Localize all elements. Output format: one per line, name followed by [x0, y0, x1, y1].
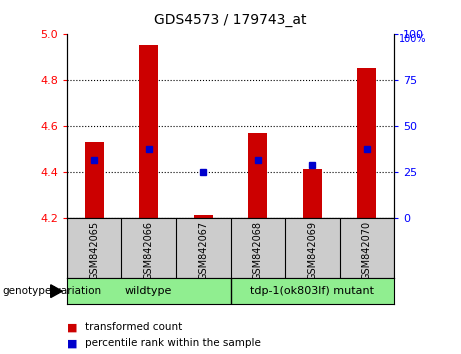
- Bar: [357, 68, 377, 218]
- Text: percentile rank within the sample: percentile rank within the sample: [85, 338, 261, 348]
- Bar: [84, 142, 104, 218]
- Text: genotype/variation: genotype/variation: [2, 286, 101, 296]
- Text: GDS4573 / 179743_at: GDS4573 / 179743_at: [154, 12, 307, 27]
- Text: GSM842065: GSM842065: [89, 221, 99, 280]
- Text: wildtype: wildtype: [125, 286, 172, 296]
- Bar: [248, 132, 267, 218]
- Text: GSM842068: GSM842068: [253, 221, 263, 280]
- Text: GSM842066: GSM842066: [144, 221, 154, 280]
- Text: transformed count: transformed count: [85, 322, 183, 332]
- Text: tdp-1(ok803lf) mutant: tdp-1(ok803lf) mutant: [250, 286, 374, 296]
- Bar: [303, 169, 322, 218]
- Text: ■: ■: [67, 322, 77, 332]
- Text: GSM842069: GSM842069: [307, 221, 317, 280]
- Bar: [139, 45, 158, 218]
- Text: 100%: 100%: [399, 34, 426, 44]
- Bar: [194, 215, 213, 218]
- Text: GSM842070: GSM842070: [362, 221, 372, 280]
- Polygon shape: [51, 285, 62, 297]
- Text: ■: ■: [67, 338, 77, 348]
- Text: GSM842067: GSM842067: [198, 221, 208, 280]
